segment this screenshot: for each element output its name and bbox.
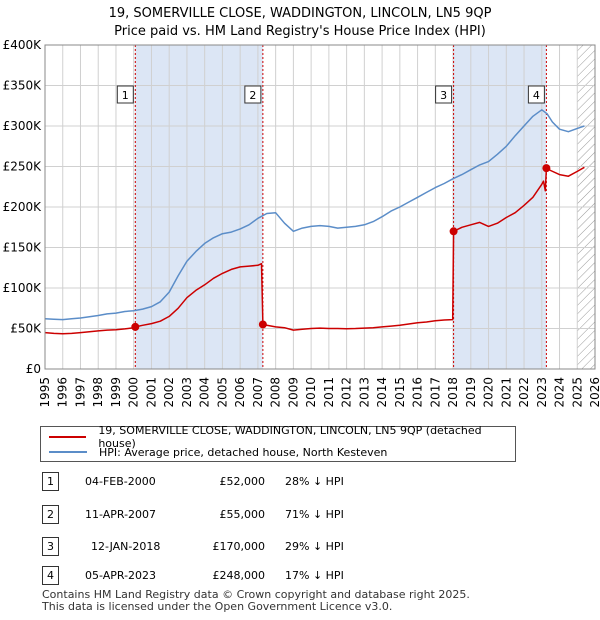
x-tick-label: 1995	[38, 377, 52, 408]
plot-frame	[44, 44, 596, 370]
x-tick-label: 2012	[340, 377, 354, 408]
table-row: 3 12-JAN-2018 £170,000 29% ↓ HPI	[0, 537, 600, 557]
sale-date: 11-APR-2007	[85, 508, 157, 521]
chart-subtitle: Price paid vs. HM Land Registry's House …	[114, 24, 486, 39]
x-tick-label: 2005	[215, 377, 229, 408]
sale-price: £170,000	[212, 540, 266, 553]
y-tick-label: £100K	[3, 281, 43, 295]
legend-label-hpi: HPI: Average price, detached house, Nort…	[99, 445, 388, 459]
x-tick-label: 2004	[198, 377, 212, 408]
sale-point	[258, 320, 267, 329]
chart-title: 19, SOMERVILLE CLOSE, WADDINGTON, LINCOL…	[108, 6, 492, 21]
sale-number-box	[435, 85, 453, 104]
x-tick-label: 2018	[446, 377, 460, 408]
sale-number-badge: 3	[42, 537, 59, 556]
table-row: 4 05-APR-2023 £248,000 17% ↓ HPI	[0, 566, 600, 586]
chart-legend: 19, SOMERVILLE CLOSE, WADDINGTON, LINCOL…	[40, 424, 516, 462]
y-tick-label: £50K	[10, 322, 42, 336]
x-tick-label: 2019	[464, 377, 478, 408]
x-tick-label: 2025	[570, 377, 584, 408]
x-tick-label: 2009	[286, 377, 300, 408]
sale-number-label: 3	[440, 89, 447, 102]
sale-hpi-diff: 71% ↓ HPI	[285, 508, 344, 521]
x-tick-label: 2014	[375, 377, 389, 408]
price-chart: 1 2 3 4 £0 £50K £100K £150K £200K £250K £300K £350K…	[3, 38, 600, 408]
x-tick-label: 2016	[411, 377, 425, 408]
table-row: 1 04-FEB-2000 £52,000 28% ↓ HPI	[0, 472, 600, 492]
sale-hpi-diff: 17% ↓ HPI	[285, 569, 344, 582]
x-tick-label: 1999	[109, 377, 123, 408]
sale-point	[449, 227, 458, 236]
x-tick-label: 2022	[517, 377, 531, 408]
sale-number-label: 1	[122, 89, 129, 102]
legend-item-hpi: HPI: Average price, detached house, Nort…	[49, 445, 387, 459]
y-tick-label: £150K	[3, 241, 43, 255]
x-tick-label: 2023	[535, 377, 549, 408]
legend-swatch-hpi	[49, 451, 87, 453]
sale-number-badge: 1	[42, 472, 59, 491]
sale-date: 12-JAN-2018	[91, 540, 161, 553]
x-tick-label: 2013	[357, 377, 371, 408]
sale-date: 05-APR-2023	[85, 569, 157, 582]
x-tick-label: 2020	[482, 377, 496, 408]
sale-number-box	[244, 85, 262, 104]
sale-number-box	[527, 85, 545, 104]
x-tick-label: 2002	[162, 377, 176, 408]
sale-number-label: 2	[249, 89, 256, 102]
x-tick-label: 2000	[127, 377, 141, 408]
x-tick-label: 2008	[269, 377, 283, 408]
sale-number-badge: 4	[42, 566, 59, 585]
sale-point	[542, 164, 551, 173]
x-tick-label: 2003	[180, 377, 194, 408]
x-tick-label: 1997	[73, 377, 87, 408]
x-tick-label: 1996	[56, 377, 70, 408]
legend-swatch-property	[49, 436, 87, 438]
footer-copyright: Contains HM Land Registry data © Crown c…	[42, 588, 470, 601]
sale-date: 04-FEB-2000	[85, 475, 156, 488]
legend-item-property: 19, SOMERVILLE CLOSE, WADDINGTON, LINCOL…	[49, 424, 515, 450]
sale-number-label: 4	[533, 89, 540, 102]
y-tick-label: £350K	[3, 79, 43, 93]
sale-price: £55,000	[219, 508, 266, 521]
x-tick-label: 2010	[304, 377, 318, 408]
footer-licence: This data is licensed under the Open Gov…	[42, 600, 393, 613]
y-tick-label: £0	[26, 362, 41, 376]
table-row: 2 11-APR-2007 £55,000 71% ↓ HPI	[0, 505, 600, 525]
sale-hpi-diff: 28% ↓ HPI	[285, 475, 344, 488]
sale-price: £248,000	[212, 569, 266, 582]
y-tick-label: £400K	[3, 38, 43, 52]
x-tick-label: 2011	[322, 377, 336, 408]
x-tick-label: 2021	[499, 377, 513, 408]
hpi-line	[44, 109, 585, 321]
y-tick-label: £200K	[3, 200, 43, 214]
x-tick-label: 2026	[588, 377, 600, 408]
x-tick-label: 2017	[428, 377, 442, 408]
x-tick-label: 2024	[553, 377, 567, 408]
sale-number-box	[116, 85, 134, 104]
sale-number-badge: 2	[42, 505, 59, 524]
x-tick-label: 1998	[91, 377, 105, 408]
sale-point	[131, 322, 140, 331]
x-tick-label: 2001	[144, 377, 158, 408]
sale-hpi-diff: 29% ↓ HPI	[285, 540, 344, 553]
y-tick-label: £300K	[3, 119, 43, 133]
x-tick-label: 2006	[233, 377, 247, 408]
footer-notice: Contains HM Land Registry data © Crown c…	[42, 589, 470, 613]
x-tick-label: 2015	[393, 377, 407, 408]
x-tick-label: 2007	[251, 377, 265, 408]
y-tick-label: £250K	[3, 160, 43, 174]
legend-label-property: 19, SOMERVILLE CLOSE, WADDINGTON, LINCOL…	[98, 424, 482, 450]
sale-price: £52,000	[219, 475, 266, 488]
